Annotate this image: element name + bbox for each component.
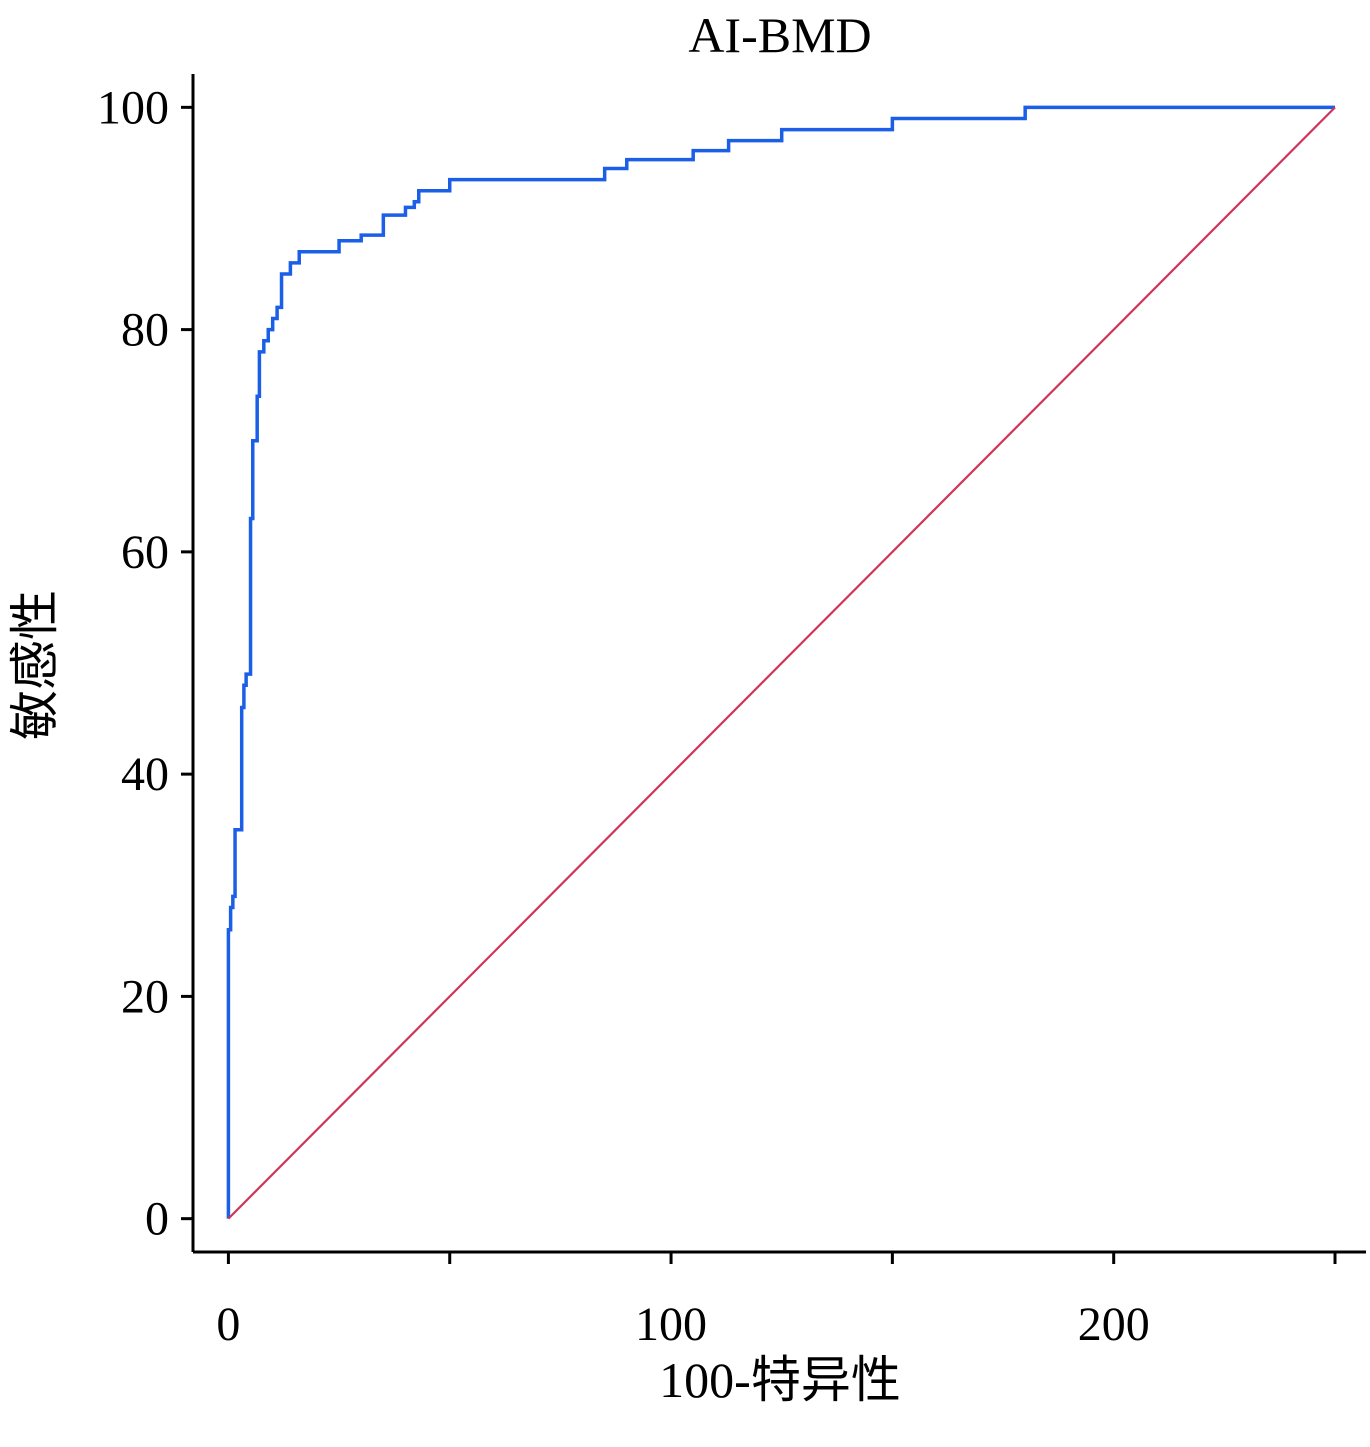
x-axis-label: 100-特异性 bbox=[659, 1352, 901, 1408]
x-ticks: 0 100 200 bbox=[216, 1252, 1337, 1351]
roc-curve bbox=[226, 105, 1336, 1219]
y-tick-label: 60 bbox=[121, 526, 169, 579]
reference-diagonal bbox=[227, 106, 1336, 1220]
y-axis-label: 敏感性 bbox=[7, 590, 63, 740]
y-tick-label: 40 bbox=[121, 748, 169, 801]
x-tick-label: 100 bbox=[635, 1298, 707, 1351]
y-tick-label: 100 bbox=[97, 81, 169, 134]
series-layer bbox=[226, 105, 1336, 1220]
y-tick-label: 80 bbox=[121, 304, 169, 357]
y-ticks: 0 20 40 60 80 100 bbox=[97, 81, 193, 1246]
x-tick-label: 200 bbox=[1078, 1298, 1150, 1351]
y-tick-label: 0 bbox=[145, 1193, 169, 1246]
y-tick-label: 20 bbox=[121, 970, 169, 1023]
chart-title: AI-BMD bbox=[688, 7, 871, 63]
x-tick-label: 0 bbox=[216, 1298, 240, 1351]
